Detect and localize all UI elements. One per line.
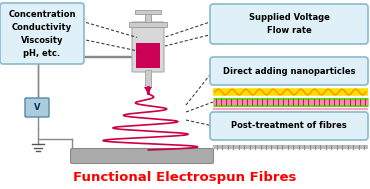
Bar (136, 43, 160, 68)
FancyBboxPatch shape (210, 112, 368, 140)
Text: Supplied Voltage
Flow rate: Supplied Voltage Flow rate (249, 13, 329, 35)
FancyBboxPatch shape (25, 98, 49, 117)
Polygon shape (144, 87, 152, 94)
Text: Direct adding nanoparticles: Direct adding nanoparticles (223, 67, 355, 75)
FancyBboxPatch shape (0, 3, 84, 64)
Bar (129, 22, 167, 27)
Text: Concentration
Conductivity
Viscosity
pH, etc.: Concentration Conductivity Viscosity pH,… (8, 10, 76, 58)
Bar (145, 70, 151, 87)
Text: V: V (34, 103, 40, 112)
Bar (135, 10, 161, 14)
FancyBboxPatch shape (210, 57, 368, 85)
FancyBboxPatch shape (132, 22, 164, 72)
Text: Post-treatment of fibres: Post-treatment of fibres (231, 122, 347, 130)
FancyBboxPatch shape (210, 4, 368, 44)
FancyBboxPatch shape (71, 149, 213, 163)
Bar (145, 12, 151, 22)
Text: Functional Electrospun Fibres: Functional Electrospun Fibres (73, 170, 297, 184)
